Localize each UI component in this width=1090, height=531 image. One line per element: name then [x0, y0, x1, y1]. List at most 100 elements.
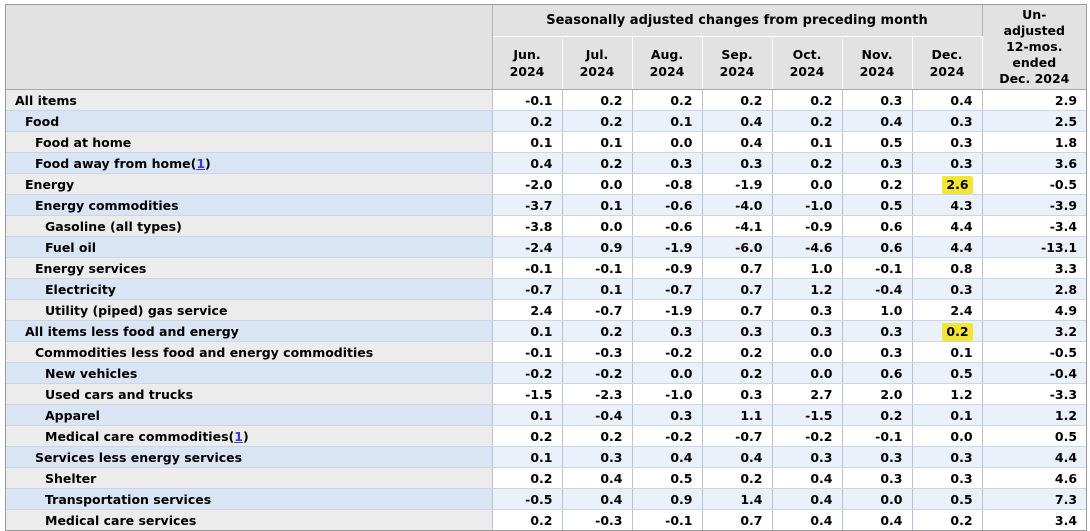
table-row: Fuel oil -2.4 0.9 -1.9 -6.0 -4.6 0.6 4.4 -13.1: [6, 236, 1087, 258]
monthly-value-cell: -0.2: [492, 362, 563, 384]
monthly-value-cell: 0.5: [912, 362, 983, 384]
monthly-value-cell: -2.0: [492, 173, 563, 195]
monthly-value-cell: -0.2: [632, 425, 703, 447]
monthly-value-cell: 0.1: [492, 131, 563, 153]
monthly-value-cell: 0.2: [562, 152, 633, 174]
monthly-value-cell: 4.3: [912, 194, 983, 216]
monthly-value-cell: 0.2: [492, 425, 563, 447]
monthly-value-cell: -1.5: [492, 383, 563, 405]
highlighted-value: 2.6: [942, 175, 973, 194]
monthly-value-cell: -4.0: [702, 194, 773, 216]
monthly-value-cell: 0.2: [842, 404, 913, 426]
monthly-value-cell: 0.3: [842, 446, 913, 468]
monthly-value-cell: 0.3: [702, 152, 773, 174]
footnote-link[interactable]: 1: [196, 155, 206, 171]
row-label-text: Gasoline (all types): [45, 218, 182, 234]
monthly-value-cell: 1.1: [702, 404, 773, 426]
table-row: All items -0.1 0.2 0.2 0.2 0.2 0.3 0.4 2.9: [6, 89, 1087, 111]
table-row: Apparel 0.1 -0.4 0.3 1.1 -1.5 0.2 0.1 1.2: [6, 404, 1087, 426]
monthly-value-cell: 0.6: [842, 362, 913, 384]
monthly-value-cell: -4.6: [772, 236, 843, 258]
row-label-cell: Commodities less food and energy commodi…: [6, 341, 493, 363]
monthly-value-cell: 0.3: [912, 110, 983, 132]
monthly-value-cell: 0.0: [632, 131, 703, 153]
footnote-link[interactable]: 1: [234, 428, 243, 444]
monthly-value-cell: -1.5: [772, 404, 843, 426]
monthly-value-cell: 0.2: [562, 425, 633, 447]
monthly-value-cell: 0.9: [632, 488, 703, 510]
monthly-value-cell: 0.3: [562, 446, 633, 468]
monthly-value-cell: 0.4: [912, 89, 983, 111]
monthly-value-cell: 0.1: [492, 446, 563, 468]
monthly-value-cell: -1.9: [632, 236, 703, 258]
cpi-table: Seasonally adjusted changes from precedi…: [6, 5, 1087, 530]
monthly-value-cell: 0.3: [842, 320, 913, 342]
monthly-value-cell: -3.7: [492, 194, 563, 216]
column-header-jun-2024: Jun. 2024: [492, 36, 563, 90]
monthly-value-cell: 0.5: [912, 488, 983, 510]
monthly-value-cell: 0.1: [492, 320, 563, 342]
monthly-value-cell: 0.3: [842, 341, 913, 363]
monthly-value-cell: -0.7: [562, 299, 633, 321]
unadjusted-12mo-value-cell: 1.2: [982, 404, 1087, 426]
row-label-text: Medical care commodities: [45, 428, 229, 444]
column-header-aug-2024: Aug. 2024: [632, 36, 703, 90]
monthly-value-cell: 0.6: [842, 236, 913, 258]
column-header-oct-2024: Oct. 2024: [772, 36, 843, 90]
row-label-cell: Services less energy services: [6, 446, 493, 468]
monthly-value-cell: 0.2: [702, 89, 773, 111]
monthly-value-cell: 2.0: [842, 383, 913, 405]
monthly-value-cell: 0.1: [912, 341, 983, 363]
row-label-cell: Medical care services: [6, 509, 493, 530]
table-row: Energy services -0.1 -0.1 -0.9 0.7 1.0 -0.1 0.8…: [6, 257, 1087, 279]
monthly-value-cell: 0.2: [632, 89, 703, 111]
monthly-value-cell: -0.1: [842, 257, 913, 279]
unadjusted-12mo-value-cell: 3.3: [982, 257, 1087, 279]
monthly-value-cell: 0.3: [912, 278, 983, 300]
monthly-value-cell: 0.3: [772, 299, 843, 321]
monthly-value-cell: 0.7: [702, 257, 773, 279]
monthly-value-cell: 0.2: [492, 110, 563, 132]
monthly-value-cell: 0.2: [562, 89, 633, 111]
monthly-value-cell: 1.2: [912, 383, 983, 405]
monthly-value-cell: 0.4: [772, 509, 843, 530]
row-label-cell: All items: [6, 89, 493, 111]
monthly-value-cell: 0.3: [842, 152, 913, 174]
monthly-value-cell: 0.4: [562, 488, 633, 510]
monthly-value-cell: -0.1: [492, 341, 563, 363]
row-label-cell: Medical care commodities(1): [6, 425, 493, 447]
monthly-value-cell: 0.2: [772, 110, 843, 132]
monthly-value-cell: 0.2: [912, 509, 983, 530]
unadjusted-12mo-value-cell: 7.3: [982, 488, 1087, 510]
monthly-value-cell: 0.5: [842, 131, 913, 153]
unadjusted-12mo-value-cell: 3.4: [982, 509, 1087, 530]
monthly-value-cell: 4.4: [912, 215, 983, 237]
monthly-value-cell: -0.8: [632, 173, 703, 195]
monthly-value-cell: 0.7: [702, 509, 773, 530]
table-row: Commodities less food and energy commodi…: [6, 341, 1087, 363]
row-label-text: Commodities less food and energy commodi…: [35, 344, 374, 360]
monthly-value-cell: 0.2: [702, 467, 773, 489]
monthly-value-cell: 0.3: [702, 383, 773, 405]
monthly-value-cell: 0.3: [702, 320, 773, 342]
monthly-value-cell: 0.4: [772, 467, 843, 489]
monthly-value-cell: 0.5: [842, 194, 913, 216]
unadjusted-12mo-column-header: Un- adjusted 12-mos. ended Dec. 2024: [982, 5, 1087, 90]
monthly-value-cell: 2.4: [492, 299, 563, 321]
monthly-value-cell: 0.3: [912, 446, 983, 468]
monthly-value-cell: 0.3: [912, 152, 983, 174]
table-row: Gasoline (all types) -3.8 0.0 -0.6 -4.1 -0.9 0…: [6, 215, 1087, 237]
monthly-value-cell: -1.0: [632, 383, 703, 405]
monthly-value-cell: 0.4: [702, 110, 773, 132]
monthly-value-cell: -0.1: [632, 509, 703, 530]
monthly-value-cell: 0.1: [492, 404, 563, 426]
monthly-value-cell: -6.0: [702, 236, 773, 258]
row-label-text: Food at home: [35, 134, 132, 150]
monthly-value-cell: 0.0: [632, 362, 703, 384]
monthly-value-cell: 0.0: [562, 173, 633, 195]
row-label-text: Fuel oil: [45, 239, 97, 255]
monthly-value-cell: -2.4: [492, 236, 563, 258]
monthly-value-cell: -0.2: [632, 341, 703, 363]
row-label-cell: Energy: [6, 173, 493, 195]
unadjusted-12mo-value-cell: 2.8: [982, 278, 1087, 300]
